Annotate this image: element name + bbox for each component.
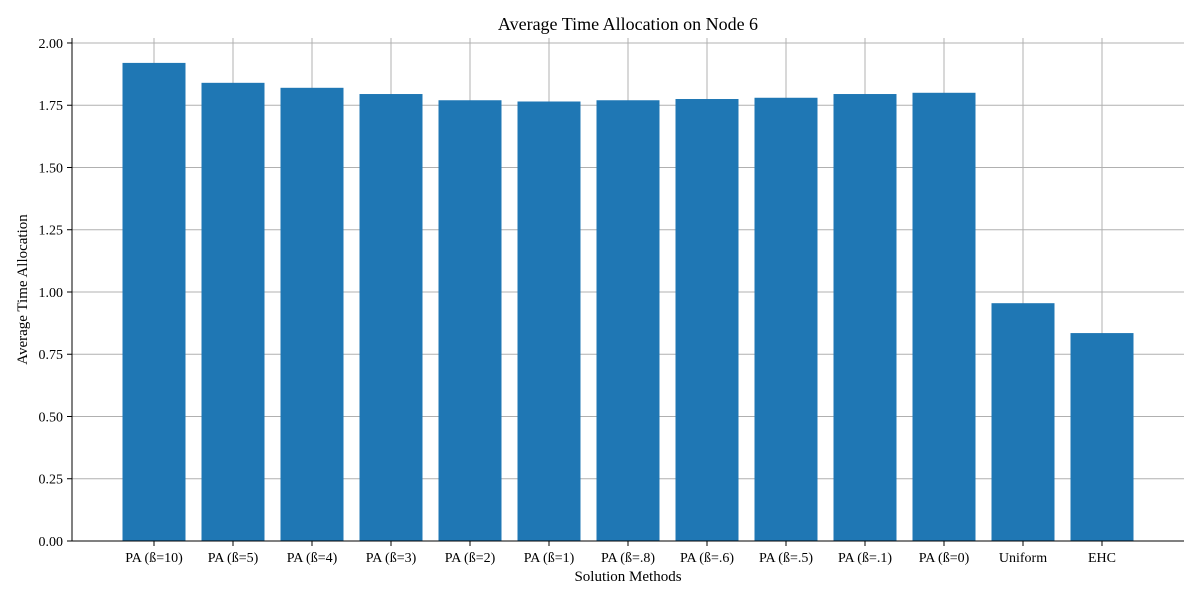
bar xyxy=(596,100,660,541)
y-tick-label: 1.50 xyxy=(39,161,64,176)
y-tick-label: 0.25 xyxy=(39,473,64,488)
x-tick-label: PA (ß=.6) xyxy=(680,551,734,566)
bar xyxy=(675,99,739,542)
y-tick-label: 1.00 xyxy=(39,286,64,301)
bar xyxy=(280,87,344,542)
y-tick-label: 0.00 xyxy=(39,535,64,550)
bar xyxy=(1070,333,1134,541)
bar xyxy=(833,94,897,542)
x-tick-label: EHC xyxy=(1088,551,1116,566)
y-tick-label: 0.50 xyxy=(39,410,64,425)
x-tick-label: PA (ß=10) xyxy=(125,551,183,566)
y-tick-label: 1.25 xyxy=(39,224,64,239)
x-tick-label: PA (ß=.8) xyxy=(601,551,655,566)
y-tick-label: 2.00 xyxy=(39,37,64,52)
y-ticks: 0.00 0.25 0.50 0.75 1.00 1.25 1.50 1.75 2.00 xyxy=(39,37,72,550)
bar xyxy=(359,94,423,542)
y-axis-label: Average Time Allocation xyxy=(15,214,31,365)
x-tick-label: Uniform xyxy=(999,551,1047,566)
x-tick-label: PA (ß=.5) xyxy=(759,551,813,566)
x-tick-label: PA (ß=3) xyxy=(366,551,417,566)
y-tick-label: 0.75 xyxy=(39,348,64,363)
x-tick-label: PA (ß=2) xyxy=(445,551,496,566)
y-tick-label: 1.75 xyxy=(39,99,64,114)
bar xyxy=(438,100,502,541)
bars-layer xyxy=(122,62,1134,542)
x-ticks: PA (ß=10) PA (ß=5) PA (ß=4) PA (ß=3) PA (ß=2… xyxy=(125,541,1116,566)
x-tick-label: PA (ß=4) xyxy=(287,551,338,566)
x-tick-label: PA (ß=.1) xyxy=(838,551,892,566)
bar xyxy=(912,92,976,542)
x-tick-label: PA (ß=1) xyxy=(524,551,575,566)
bar xyxy=(517,101,581,541)
bar xyxy=(201,82,265,542)
bar xyxy=(754,97,818,541)
x-tick-label: PA (ß=5) xyxy=(208,551,259,566)
bar xyxy=(991,303,1055,541)
chart-title: Average Time Allocation on Node 6 xyxy=(498,14,758,34)
bar xyxy=(122,62,186,541)
x-axis-label: Solution Methods xyxy=(574,569,681,585)
x-tick-label: PA (ß=0) xyxy=(919,551,970,566)
